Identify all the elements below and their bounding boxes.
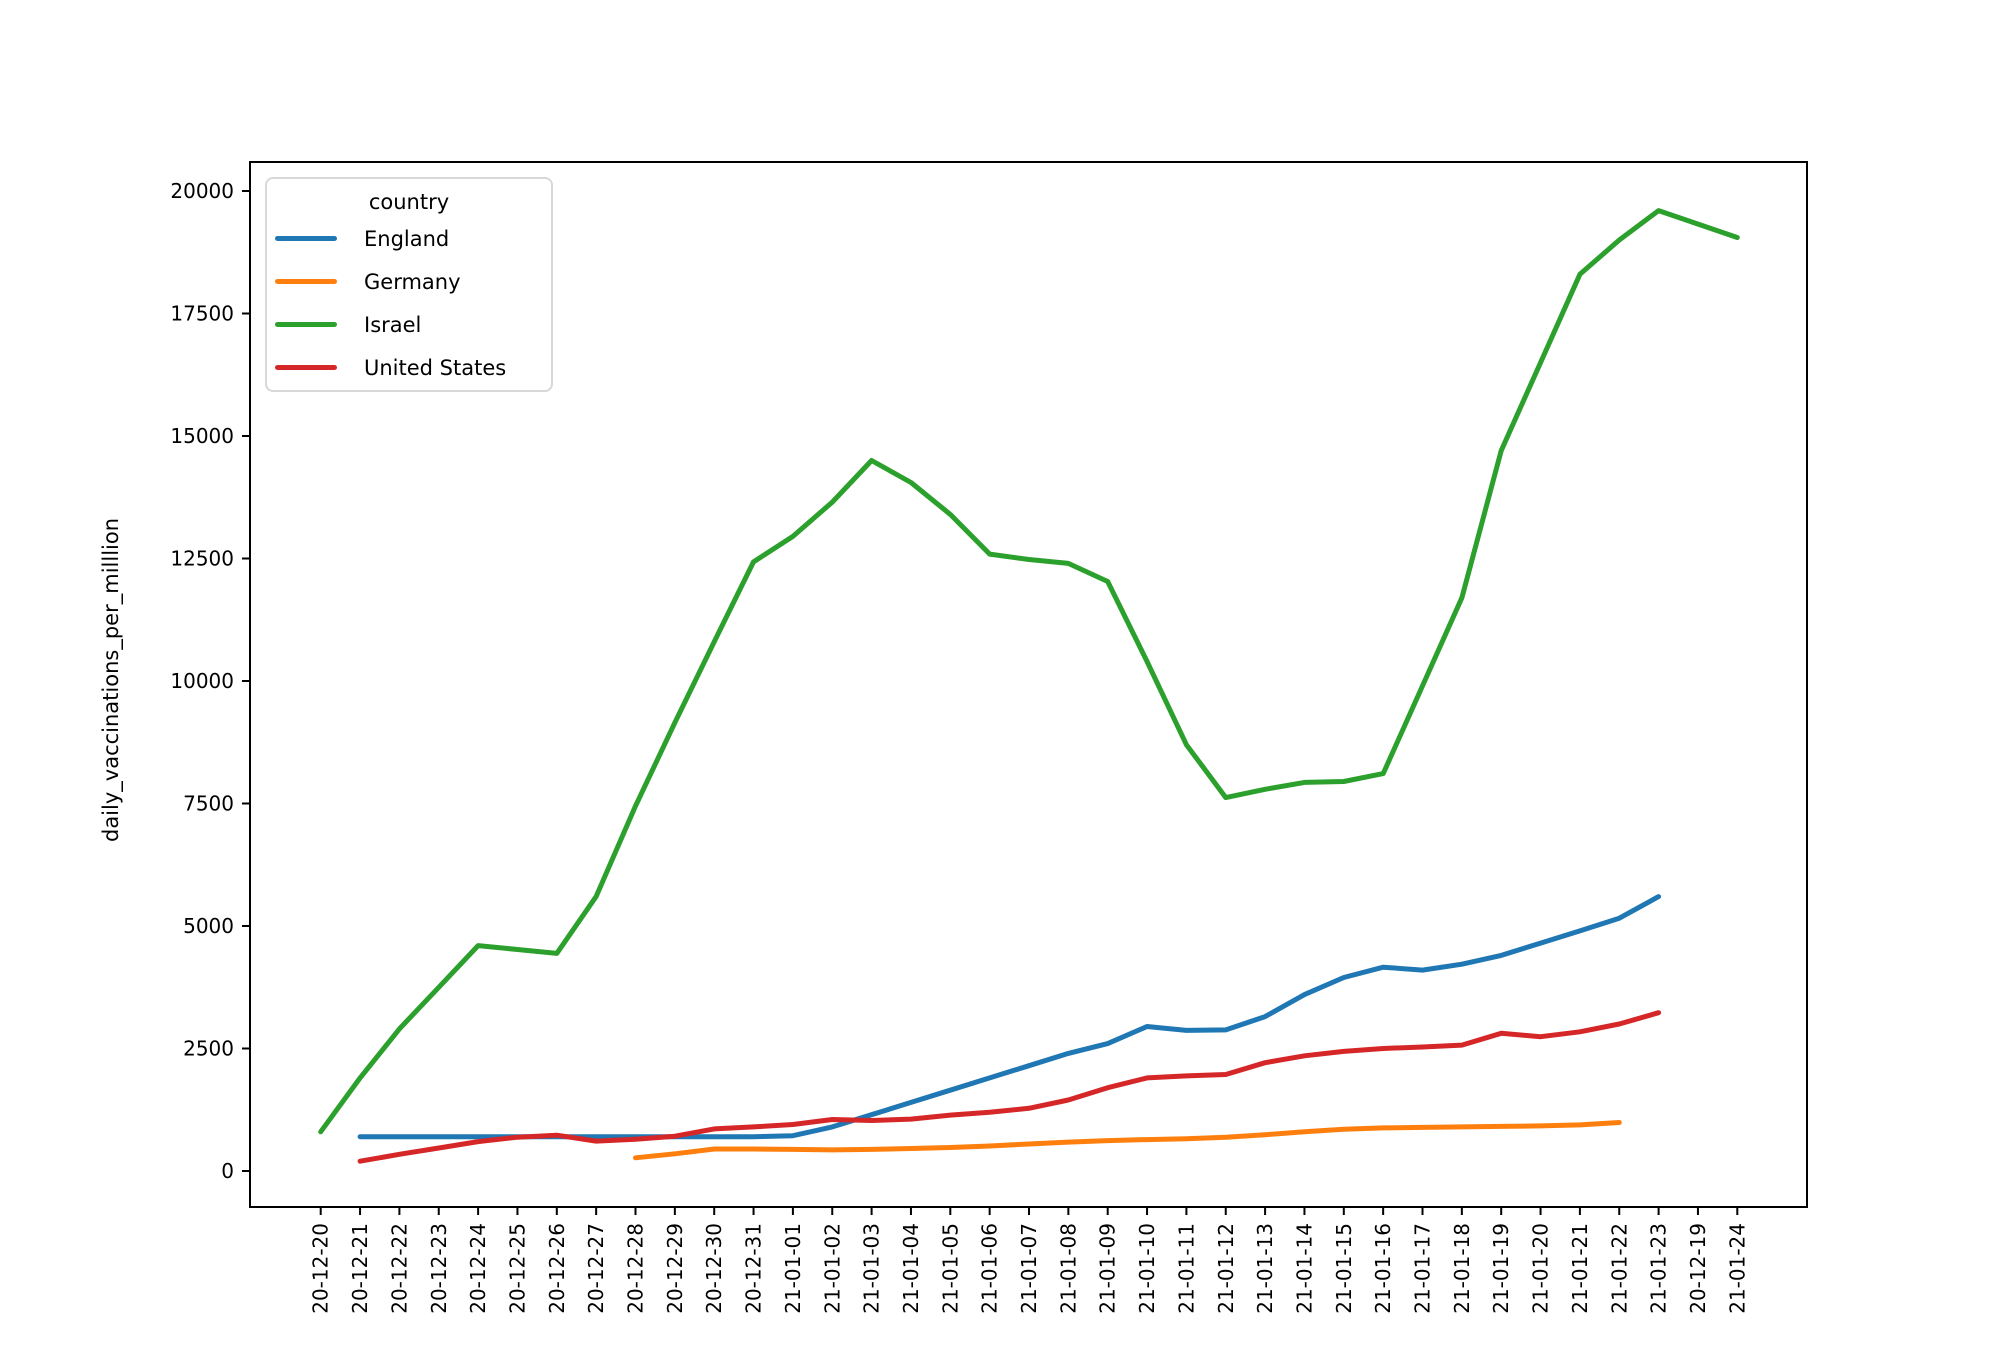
x-tick-label: 20-12-24: [466, 1223, 490, 1314]
y-tick-label: 12500: [170, 547, 234, 571]
x-tick-label: 20-12-26: [545, 1223, 569, 1314]
y-tick-label: 5000: [183, 914, 234, 938]
x-tick-label: 21-01-12: [1214, 1223, 1238, 1314]
x-tick-label: 21-01-22: [1607, 1223, 1631, 1314]
legend: country England Germany Israel United State…: [265, 177, 553, 392]
x-tick-label: 21-01-23: [1647, 1223, 1671, 1314]
legend-item-label: Germany: [364, 269, 461, 294]
x-tick-label: 21-01-21: [1568, 1223, 1592, 1314]
y-tick-label: 17500: [170, 302, 234, 326]
x-tick-label: 21-01-09: [1096, 1223, 1120, 1314]
y-tick-label: 10000: [170, 669, 234, 693]
legend-item-label: Israel: [364, 312, 422, 337]
x-tick-label: 20-12-29: [663, 1223, 687, 1314]
x-tick-label: 21-01-02: [820, 1223, 844, 1314]
x-tick-label: 21-01-16: [1371, 1223, 1395, 1314]
x-tick-label: 21-01-07: [1017, 1223, 1041, 1314]
series-line-germany: [633, 1120, 1622, 1161]
x-tick-label: 21-01-03: [860, 1223, 884, 1314]
x-tick-label: 21-01-06: [978, 1223, 1002, 1314]
x-tick-label: 21-01-13: [1253, 1223, 1277, 1314]
x-tick-label: 20-12-19: [1686, 1223, 1710, 1314]
series-line-israel: [318, 208, 1740, 1135]
legend-swatch-england: [275, 236, 337, 241]
x-tick-label: 20-12-25: [505, 1223, 529, 1314]
legend-swatch-germany: [275, 279, 337, 284]
legend-item-england: England: [267, 217, 551, 260]
x-tick-label: 21-01-15: [1332, 1223, 1356, 1314]
y-tick-label: 15000: [170, 424, 234, 448]
series-line-united-states: [357, 1010, 1662, 1164]
x-tick-label: 21-01-17: [1411, 1223, 1435, 1314]
x-tick-label: 20-12-23: [427, 1223, 451, 1314]
x-tick-label: 21-01-04: [899, 1223, 923, 1314]
y-tick-label: 20000: [170, 179, 234, 203]
legend-title: country: [368, 190, 450, 214]
legend-item-israel: Israel: [267, 303, 551, 346]
legend-item-united-states: United States: [267, 346, 551, 389]
legend-item-label: England: [364, 226, 450, 251]
x-tick-label: 21-01-11: [1174, 1223, 1198, 1314]
x-tick-label: 20-12-21: [348, 1223, 372, 1314]
x-tick-label: 20-12-28: [624, 1223, 648, 1314]
x-tick-label: 21-01-14: [1292, 1223, 1316, 1314]
series-line-england: [357, 894, 1662, 1140]
x-tick-label: 21-01-05: [938, 1223, 962, 1314]
x-tick-label: 21-01-18: [1450, 1223, 1474, 1314]
y-tick-label: 2500: [183, 1037, 234, 1061]
x-tick-label: 21-01-10: [1135, 1223, 1159, 1314]
legend-item-germany: Germany: [267, 260, 551, 303]
x-tick-label: 20-12-31: [742, 1223, 766, 1314]
x-tick-label: 21-01-08: [1056, 1223, 1080, 1314]
y-tick-label: 7500: [183, 792, 234, 816]
legend-item-label: United States: [364, 355, 507, 380]
x-tick-label: 21-01-24: [1725, 1223, 1749, 1314]
y-axis-label: daily_vaccinations_per_milllion: [99, 518, 124, 842]
legend-swatch-united-states: [275, 365, 337, 370]
x-tick-label: 20-12-30: [702, 1223, 726, 1314]
x-tick-label: 20-12-20: [309, 1223, 333, 1314]
x-tick-label: 21-01-19: [1489, 1223, 1513, 1314]
x-tick-label: 21-01-01: [781, 1223, 805, 1314]
x-tick-label: 21-01-20: [1529, 1223, 1553, 1314]
x-tick-label: 20-12-27: [584, 1223, 608, 1314]
x-tick-label: 20-12-22: [387, 1223, 411, 1314]
y-tick-label: 0: [221, 1159, 234, 1183]
legend-swatch-israel: [275, 322, 337, 327]
